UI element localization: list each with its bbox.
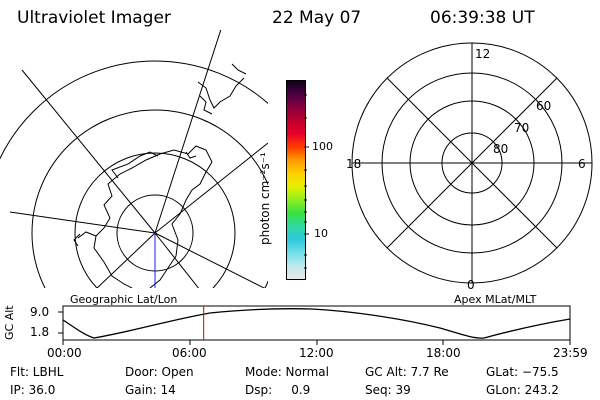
coastline <box>111 151 159 179</box>
mlat-label-60: 60 <box>536 99 552 113</box>
lat-circle-outer <box>31 109 268 288</box>
altitude-xtick: 23:59 <box>553 346 588 360</box>
gain-info: Gain: 14 <box>125 383 176 397</box>
meridian-line <box>9 211 156 234</box>
ip-info: IP: 36.0 <box>10 383 56 397</box>
mlt-label-18: 18 <box>346 157 362 171</box>
mode-info: Mode: Normal <box>245 365 329 379</box>
left-map-caption: Geographic Lat/Lon <box>70 293 178 306</box>
coastline <box>73 233 81 247</box>
altitude-curve <box>62 307 571 339</box>
gc-alt-info: GC Alt: 7.7 Re <box>365 365 449 379</box>
observation-date: 22 May 07 <box>272 8 362 28</box>
lat-circle-outermost <box>0 60 268 160</box>
mlt-label-6: 6 <box>578 157 586 171</box>
instrument-title: Ultraviolet Imager <box>17 8 171 28</box>
filter-info: Flt: LBHL <box>10 365 64 379</box>
door-info: Door: Open <box>125 365 194 379</box>
lat-circle-mid <box>74 152 236 288</box>
colorbar-tick-10: 10 <box>314 227 328 240</box>
right-map-caption: Apex MLat/MLT <box>454 293 537 306</box>
meridian-line <box>154 232 266 288</box>
altitude-xtick: 06:00 <box>172 346 207 360</box>
altitude-ytick-top: 9.0 <box>30 305 50 319</box>
meridian-line <box>154 30 222 234</box>
glon-info: GLon: 243.2 <box>486 383 559 397</box>
mlt-label-0: 0 <box>467 278 475 292</box>
dsp-info: Dsp: 0.9 <box>245 383 311 397</box>
meridian-line <box>154 232 200 288</box>
colorbar <box>286 80 306 280</box>
coastline <box>199 95 213 115</box>
mlat-label-80: 80 <box>493 142 509 156</box>
seq-info: Seq: 39 <box>365 383 411 397</box>
altitude-ylabel: GC Alt <box>3 305 16 340</box>
altitude-ytick-bottom: 1.8 <box>30 325 50 339</box>
glat-info: GLat: −75.5 <box>486 365 559 379</box>
mlt-label-12: 12 <box>475 47 491 61</box>
altitude-xtick: 12:00 <box>299 346 334 360</box>
observation-time: 06:39:38 UT <box>430 8 535 28</box>
coastline <box>197 77 245 109</box>
altitude-xtick: 00:00 <box>47 346 82 360</box>
coastline <box>93 235 133 288</box>
coastline <box>77 145 213 288</box>
mlat-label-70: 70 <box>514 121 530 135</box>
coastline <box>185 151 197 159</box>
coastline <box>231 63 247 75</box>
meridian-line <box>21 69 156 234</box>
altitude-xtick: 18:00 <box>426 346 461 360</box>
meridian-line <box>96 232 156 288</box>
meridian-line <box>154 142 268 234</box>
colorbar-tick-100: 100 <box>312 140 333 153</box>
